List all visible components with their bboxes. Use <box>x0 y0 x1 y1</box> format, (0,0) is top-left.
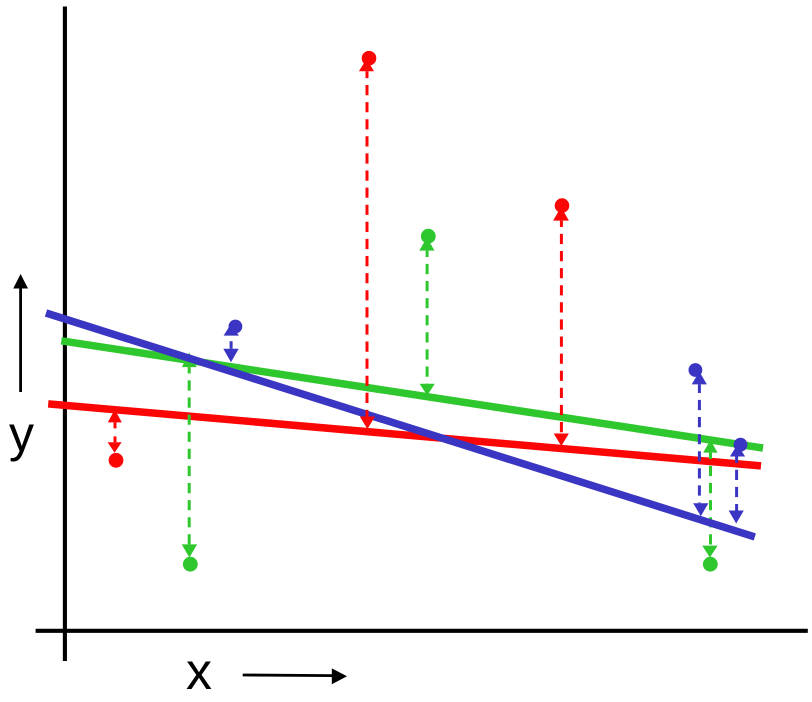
svg-text:y: y <box>9 406 34 462</box>
svg-text:x: x <box>186 643 212 701</box>
